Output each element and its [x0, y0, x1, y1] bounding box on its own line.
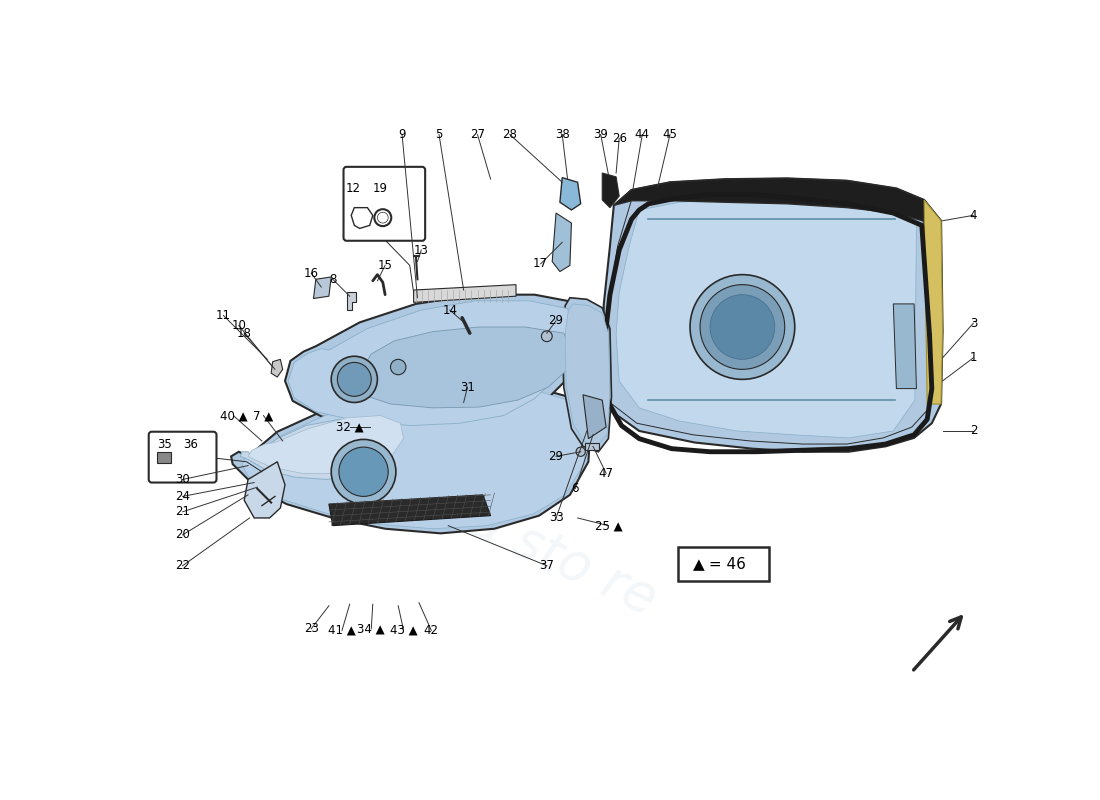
Text: 10: 10 — [231, 319, 246, 332]
Text: 20: 20 — [175, 529, 190, 542]
Text: 32 ▲: 32 ▲ — [336, 421, 363, 434]
Text: 14: 14 — [442, 303, 458, 317]
Text: 35: 35 — [157, 438, 173, 450]
Text: 22: 22 — [175, 559, 190, 572]
Text: 4: 4 — [969, 209, 977, 222]
Polygon shape — [605, 187, 930, 444]
Polygon shape — [157, 452, 172, 462]
Text: 12: 12 — [346, 182, 361, 195]
Text: 27: 27 — [470, 128, 485, 141]
Polygon shape — [614, 178, 942, 230]
Polygon shape — [249, 415, 404, 474]
Circle shape — [374, 209, 392, 226]
Circle shape — [690, 274, 794, 379]
Circle shape — [711, 294, 774, 359]
Polygon shape — [285, 294, 585, 430]
Circle shape — [338, 362, 372, 396]
Polygon shape — [616, 198, 916, 438]
Polygon shape — [231, 386, 591, 534]
Polygon shape — [360, 327, 572, 408]
Text: 37: 37 — [539, 559, 554, 572]
FancyBboxPatch shape — [343, 167, 425, 241]
Text: 30: 30 — [175, 473, 190, 486]
Polygon shape — [893, 304, 916, 389]
Text: 36: 36 — [183, 438, 198, 450]
Text: 5: 5 — [436, 128, 442, 141]
FancyBboxPatch shape — [148, 432, 217, 482]
Text: 24: 24 — [175, 490, 190, 503]
Text: 17: 17 — [534, 258, 548, 270]
Text: 26: 26 — [612, 132, 627, 145]
Text: 2: 2 — [969, 425, 977, 438]
Circle shape — [700, 285, 784, 370]
Circle shape — [339, 447, 388, 496]
Circle shape — [576, 447, 585, 456]
Polygon shape — [603, 178, 943, 452]
Polygon shape — [560, 178, 581, 210]
Text: 40 ▲: 40 ▲ — [220, 410, 248, 423]
Text: 1: 1 — [969, 351, 977, 364]
Text: 23: 23 — [304, 622, 319, 635]
Text: 21: 21 — [175, 506, 190, 518]
Text: ▲: ▲ — [693, 557, 705, 572]
Text: 19: 19 — [373, 182, 388, 195]
Text: a pa sto re: a pa sto re — [386, 459, 664, 626]
Text: = 46: = 46 — [704, 557, 746, 572]
Text: 3: 3 — [970, 317, 977, 330]
Text: 47: 47 — [598, 467, 614, 480]
Text: 16: 16 — [304, 266, 319, 280]
Text: 29: 29 — [549, 314, 563, 327]
Circle shape — [331, 356, 377, 402]
Text: 41 ▲: 41 ▲ — [328, 624, 356, 637]
Text: 43 ▲: 43 ▲ — [389, 624, 417, 637]
Text: 28: 28 — [503, 128, 517, 141]
Text: 44: 44 — [635, 128, 650, 141]
Circle shape — [331, 439, 396, 504]
Text: 15: 15 — [377, 259, 393, 272]
Polygon shape — [562, 298, 612, 452]
Polygon shape — [241, 419, 387, 479]
Polygon shape — [346, 292, 356, 310]
Text: 13: 13 — [414, 243, 429, 257]
Polygon shape — [242, 390, 588, 529]
Text: 29: 29 — [549, 450, 563, 463]
Text: 38: 38 — [554, 128, 570, 141]
Text: 39: 39 — [593, 128, 608, 141]
Polygon shape — [924, 200, 943, 404]
Circle shape — [377, 212, 388, 223]
Text: 9: 9 — [398, 128, 406, 141]
Text: 42: 42 — [424, 624, 439, 637]
Polygon shape — [314, 277, 331, 298]
Text: 11: 11 — [216, 309, 231, 322]
Polygon shape — [603, 173, 619, 208]
Text: 18: 18 — [236, 326, 252, 340]
Polygon shape — [565, 304, 609, 446]
Text: 6: 6 — [572, 482, 579, 495]
Text: 33: 33 — [549, 511, 563, 525]
Polygon shape — [414, 285, 516, 302]
Circle shape — [390, 359, 406, 374]
Polygon shape — [271, 359, 283, 377]
Text: 8: 8 — [329, 273, 337, 286]
Polygon shape — [583, 394, 606, 438]
Polygon shape — [244, 462, 285, 518]
Text: 7 ▲: 7 ▲ — [253, 409, 274, 422]
Text: 34 ▲: 34 ▲ — [358, 622, 385, 635]
Text: 45: 45 — [662, 128, 678, 141]
Circle shape — [541, 331, 552, 342]
Polygon shape — [288, 301, 575, 426]
Polygon shape — [552, 213, 572, 271]
Text: 31: 31 — [460, 381, 475, 394]
FancyBboxPatch shape — [678, 547, 769, 581]
Text: 25 ▲: 25 ▲ — [595, 519, 623, 532]
Polygon shape — [351, 208, 373, 229]
Polygon shape — [329, 495, 491, 526]
Bar — [585, 442, 600, 450]
